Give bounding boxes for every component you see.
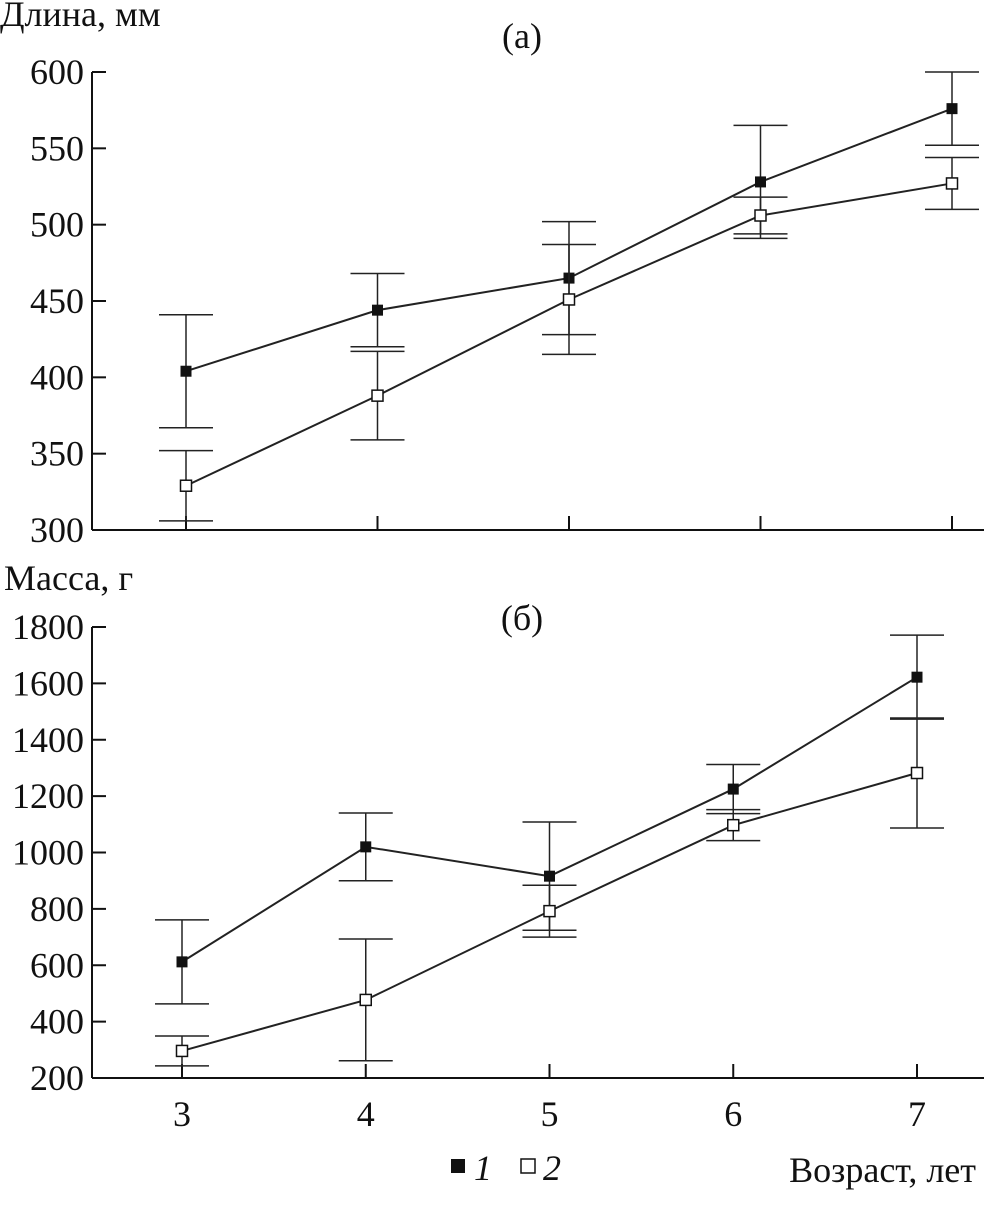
data-point <box>727 818 740 832</box>
y-tick-label: 800 <box>30 889 84 929</box>
x-tick-label: 6 <box>724 1094 742 1134</box>
data-point <box>544 870 555 882</box>
data-point <box>176 956 188 968</box>
y-tick-label: 300 <box>30 510 84 550</box>
y-tick-label: 600 <box>30 52 84 92</box>
data-point <box>372 304 383 316</box>
ylabel-top: Длина, мм <box>0 0 161 34</box>
data-point <box>945 177 959 190</box>
series-2 <box>155 717 944 1067</box>
x-tick-label: 5 <box>541 1094 559 1134</box>
data-point <box>175 1044 189 1058</box>
y-tick-label: 500 <box>30 205 84 245</box>
data-point <box>359 993 372 1007</box>
data-point <box>911 671 923 683</box>
y-tick-label: 550 <box>30 128 84 168</box>
data-point <box>727 783 739 795</box>
data-point <box>910 766 924 780</box>
x-tick-label: 4 <box>357 1094 375 1134</box>
data-point <box>543 904 556 918</box>
x-tick-label: 7 <box>908 1094 926 1134</box>
xlabel: Возраст, лет <box>789 1150 976 1190</box>
y-tick-label: 1400 <box>12 720 84 760</box>
data-point <box>371 389 384 402</box>
data-point <box>755 176 766 188</box>
panel-1: 300 350 400 450 500 550 600 <box>30 52 984 550</box>
legend: 1 2 <box>451 1148 561 1188</box>
series-1 <box>155 634 944 1005</box>
panel-2: 200 400 600 800 1000 1200 1400 1600 1800 3 4 5 6 7 <box>12 607 984 1134</box>
series-2 <box>159 156 979 522</box>
legend-label-2: 2 <box>543 1148 561 1188</box>
data-point <box>360 841 372 853</box>
y-tick-label: 400 <box>30 1002 84 1042</box>
legend-marker-1 <box>451 1159 465 1173</box>
y-tick-label: 350 <box>30 434 84 474</box>
legend-label-1: 1 <box>474 1148 492 1188</box>
x-tick-label: 3 <box>173 1094 191 1134</box>
data-point <box>754 209 767 222</box>
panel-label-a: (а) <box>502 16 542 56</box>
legend-marker-2 <box>520 1158 536 1174</box>
y-tick-label: 400 <box>30 357 84 397</box>
y-tick-label: 1200 <box>12 776 84 816</box>
data-point <box>562 293 576 306</box>
data-point <box>179 479 193 492</box>
y-tick-label: 200 <box>30 1058 84 1098</box>
data-point <box>946 103 958 115</box>
y-tick-label: 1800 <box>12 607 84 647</box>
y-tick-label: 1600 <box>12 663 84 703</box>
y-tick-label: 450 <box>30 281 84 321</box>
y-tick-label: 600 <box>30 945 84 985</box>
ylabel-bottom: Масса, г <box>4 558 133 598</box>
data-point <box>180 365 192 377</box>
panel-label-b: (б) <box>501 598 543 638</box>
y-tick-label: 1000 <box>12 833 84 873</box>
